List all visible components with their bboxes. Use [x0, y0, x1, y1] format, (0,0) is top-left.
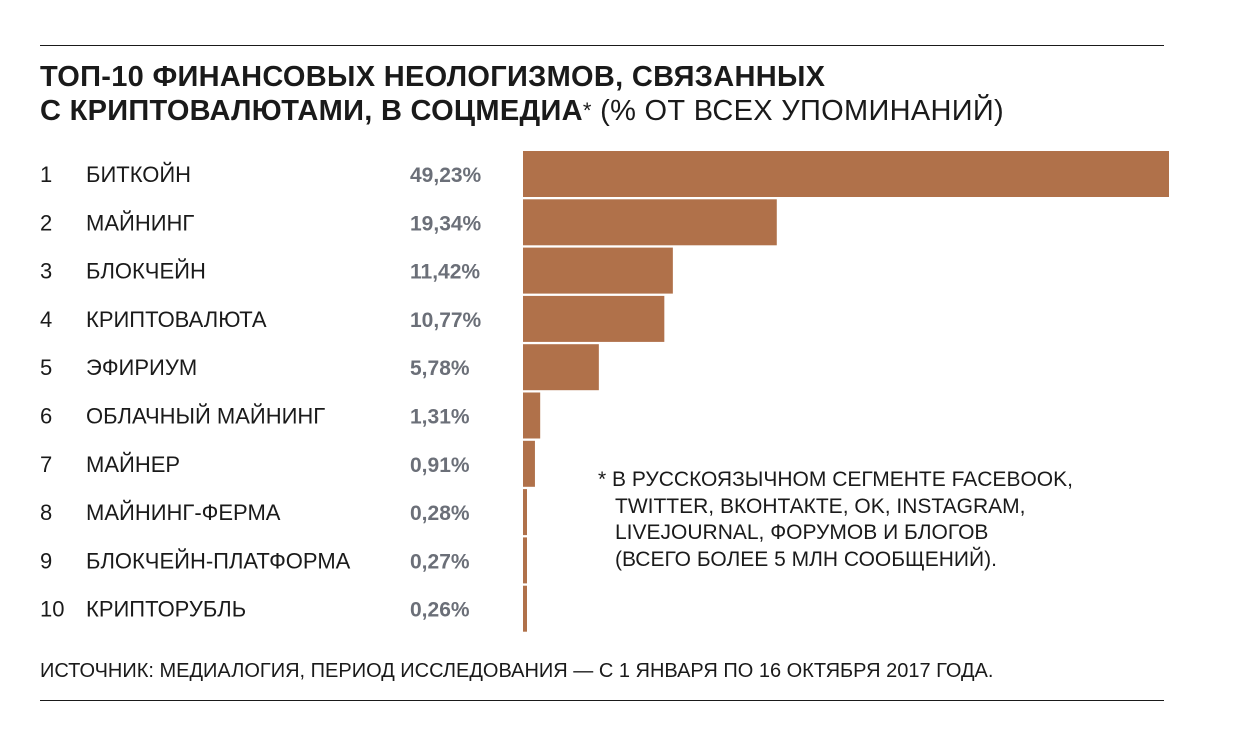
value-label: 0,26%: [410, 599, 470, 622]
rank-label: 9: [40, 548, 52, 573]
category-label: КРИПТОРУБЛЬ: [86, 597, 246, 622]
value-label: 11,42%: [410, 261, 480, 284]
rank-label: 8: [40, 500, 52, 525]
bar: [523, 392, 541, 439]
bar: [523, 295, 665, 342]
bar: [523, 247, 673, 294]
category-label: МАЙНЕР: [86, 452, 180, 477]
value-label: 1,31%: [410, 406, 470, 429]
bottom-rule: [40, 700, 1164, 701]
title-asterisk: *: [582, 98, 592, 123]
rank-label: 10: [40, 597, 64, 622]
chart-title: ТОП-10 ФИНАНСОВЫХ НЕОЛОГИЗМОВ, СВЯЗАННЫХ…: [40, 60, 1180, 128]
category-label: МАЙНИНГ: [86, 210, 194, 235]
rank-label: 3: [40, 259, 52, 284]
bar: [523, 585, 527, 632]
bar: [523, 344, 599, 391]
footnote-line: (ВСЕГО БОЛЕЕ 5 МЛН СООБЩЕНИЙ).: [615, 547, 997, 571]
value-label: 19,34%: [410, 212, 482, 235]
title-line-1: ТОП-10 ФИНАНСОВЫХ НЕОЛОГИЗМОВ, СВЯЗАННЫХ: [40, 61, 826, 93]
title-subtitle: (% ОТ ВСЕХ УПОМИНАНИЙ): [591, 95, 1004, 127]
rank-label: 5: [40, 355, 52, 380]
value-label: 0,28%: [410, 502, 470, 525]
rank-label: 1: [40, 162, 52, 187]
category-label: КРИПТОВАЛЮТА: [86, 307, 267, 332]
title-line-2: С КРИПТОВАЛЮТАМИ, В СОЦМЕДИА* (% ОТ ВСЕХ…: [40, 94, 1180, 128]
rank-label: 2: [40, 210, 52, 235]
bar: [523, 489, 527, 536]
value-label: 0,91%: [410, 454, 470, 477]
rank-label: 4: [40, 307, 52, 332]
footnote-line: LIVEJOURNAL, ФОРУМОВ И БЛОГОВ: [615, 521, 989, 544]
rank-label: 6: [40, 404, 52, 429]
category-label: ОБЛАЧНЫЙ МАЙНИНГ: [86, 404, 325, 429]
category-label: ЭФИРИУМ: [86, 355, 197, 380]
category-label: БЛОКЧЕЙН-ПЛАТФОРМА: [86, 548, 351, 573]
top-rule: [40, 45, 1164, 46]
title-line-2-bold: С КРИПТОВАЛЮТАМИ, В СОЦМЕДИА: [40, 95, 583, 127]
source-note: ИСТОЧНИК: МЕДИАЛОГИЯ, ПЕРИОД ИССЛЕДОВАНИ…: [40, 660, 994, 682]
value-label: 5,78%: [410, 357, 470, 380]
category-label: БИТКОЙН: [86, 162, 191, 187]
bar: [523, 199, 777, 246]
bar: [523, 537, 527, 584]
value-label: 49,23%: [410, 164, 482, 187]
footnote: * В РУССКОЯЗЫЧНОМ СЕГМЕНТЕ FACEBOOK, TWI…: [598, 467, 1178, 573]
value-label: 10,77%: [410, 309, 482, 332]
bar: [523, 151, 1169, 197]
bar: [523, 440, 535, 487]
footnote-line: * В РУССКОЯЗЫЧНОМ СЕГМЕНТЕ FACEBOOK,: [598, 468, 1073, 491]
category-label: БЛОКЧЕЙН: [86, 259, 206, 284]
value-label: 0,27%: [410, 550, 470, 573]
category-label: МАЙНИНГ-ФЕРМА: [86, 500, 281, 525]
rank-label: 7: [40, 452, 52, 477]
footnote-line: TWITTER, ВКОНТАКТЕ, OK, INSTAGRAM,: [615, 494, 1026, 518]
